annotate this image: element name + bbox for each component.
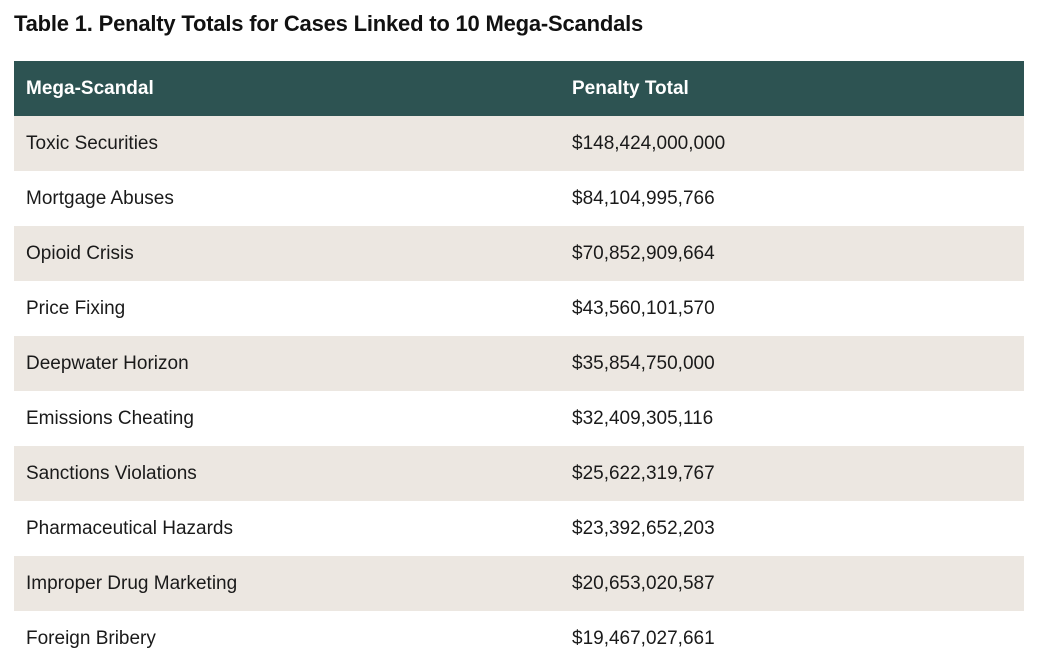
scandal-cell: Sanctions Violations (26, 462, 197, 484)
table-header-row: Mega-Scandal Penalty Total (14, 61, 1024, 116)
penalty-cell: $19,467,027,661 (572, 627, 715, 649)
penalty-cell: $35,854,750,000 (572, 352, 715, 374)
scandal-cell: Toxic Securities (26, 132, 158, 154)
table-row: Sanctions Violations $25,622,319,767 (14, 446, 1024, 501)
column-header-penalty-total: Penalty Total (572, 77, 689, 99)
scandal-cell: Improper Drug Marketing (26, 572, 238, 594)
table-row: Price Fixing $43,560,101,570 (14, 281, 1024, 336)
table-row: Improper Drug Marketing $20,653,020,587 (14, 556, 1024, 611)
table-row: Mortgage Abuses $84,104,995,766 (14, 171, 1024, 226)
column-header-mega-scandal: Mega-Scandal (26, 77, 154, 99)
table-row: Pharmaceutical Hazards $23,392,652,203 (14, 501, 1024, 556)
scandal-cell: Emissions Cheating (26, 407, 194, 429)
scandal-cell: Pharmaceutical Hazards (26, 517, 233, 539)
penalty-cell: $20,653,020,587 (572, 572, 715, 594)
penalty-cell: $148,424,000,000 (572, 132, 726, 154)
penalty-cell: $70,852,909,664 (572, 242, 715, 264)
table-row: Foreign Bribery $19,467,027,661 (14, 611, 1024, 661)
penalty-table: Mega-Scandal Penalty Total Toxic Securit… (14, 61, 1024, 661)
table-row: Opioid Crisis $70,852,909,664 (14, 226, 1024, 281)
table-title: Table 1. Penalty Totals for Cases Linked… (14, 11, 644, 36)
penalty-cell: $23,392,652,203 (572, 517, 715, 539)
scandal-cell: Deepwater Horizon (26, 352, 189, 374)
table-row: Emissions Cheating $32,409,305,116 (14, 391, 1024, 446)
scandal-cell: Price Fixing (26, 297, 126, 319)
table-row: Toxic Securities $148,424,000,000 (14, 116, 1024, 171)
penalty-cell: $84,104,995,766 (572, 187, 715, 209)
penalty-cell: $25,622,319,767 (572, 462, 715, 484)
penalty-cell: $32,409,305,116 (572, 407, 714, 429)
scandal-cell: Foreign Bribery (26, 627, 156, 649)
table-row: Deepwater Horizon $35,854,750,000 (14, 336, 1024, 391)
scandal-cell: Mortgage Abuses (26, 187, 174, 209)
penalty-cell: $43,560,101,570 (572, 297, 715, 319)
scandal-cell: Opioid Crisis (26, 242, 134, 264)
